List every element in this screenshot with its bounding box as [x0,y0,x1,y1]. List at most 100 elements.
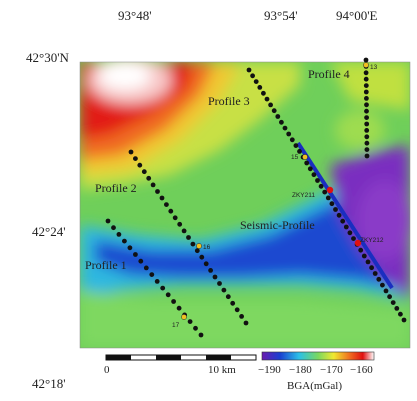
station-dot [286,131,292,137]
station-dot [364,153,370,159]
zky211-label: ZKY211 [292,192,315,199]
station-dot [212,274,218,280]
station-dot [289,137,295,143]
station-dot [293,143,299,149]
station-dot [225,294,231,300]
scale-zero: 0 [104,364,110,376]
station-dot [193,325,198,331]
station-dot [199,254,205,260]
station-dot [105,218,111,224]
colorbar-tick-4: −160 [350,364,373,376]
station-dot [282,125,288,131]
station-dot [365,259,371,265]
colorbar-tick-3: −170 [320,364,343,376]
station-dot [364,108,369,114]
station-dot [364,140,370,146]
station-dot [250,73,256,79]
station-dot [128,149,134,155]
station-dot [261,90,266,96]
station-dot [271,108,277,114]
station-dot [186,235,191,240]
station-dot [311,172,317,178]
station-dot [257,85,263,90]
station-17-marker [181,314,187,320]
station-dot [398,311,403,317]
seismic-profile-line [296,141,394,290]
station-dot [394,306,400,311]
station-dot [172,215,178,221]
station-dot [380,282,385,288]
lat-tick-1: 42°30'N [26,50,69,65]
color-bar: −190 −180 −170 −160 BGA(mGal) [258,351,375,392]
station-16-label: 16 [203,244,211,251]
station-dot [187,319,193,324]
scale-bar: 0 10 km [104,354,257,376]
station-dot [318,183,324,189]
station-15-label: 15 [291,154,299,161]
station-dot [363,57,369,63]
station-dot [315,178,320,183]
station-dot [363,70,369,76]
station-dot [304,160,310,166]
station-dot [363,76,369,82]
profile-3-label: Profile 3 [208,94,250,108]
zky212-label: ZKY212 [360,237,384,244]
station-dot [364,147,370,153]
station-dot [363,83,369,88]
station-dot [364,134,370,140]
station-dot [383,288,389,294]
colorbar-tick-2: −180 [289,364,312,376]
station-17-label: 17 [172,322,180,329]
station-dot [343,224,349,230]
station-dot [168,208,174,214]
station-dot [364,102,369,108]
station-dot [253,79,259,84]
station-dot [171,299,177,304]
station-dot [364,115,369,120]
colorbar-tick-1: −190 [258,364,281,376]
station-dot [390,300,396,305]
profile-2-label: Profile 2 [95,181,137,195]
station-dot [376,276,382,282]
station-dot [164,202,169,208]
station-dot [159,195,165,201]
profile-1-label: Profile 1 [85,258,127,272]
station-dot [208,268,214,273]
station-dot [150,182,156,188]
station-dot [143,265,149,271]
station-dot [364,96,369,101]
station-16-marker [196,243,202,249]
profile-stations [105,57,407,338]
station-dot [176,305,182,311]
station-dot [234,307,240,313]
station-dot [333,207,338,212]
station-dot [181,228,187,234]
station-dot [203,261,209,267]
station-dot [358,247,364,253]
station-dot [239,314,245,319]
seismic-profile-label: Seismic-Profile [240,218,315,232]
station-dot [336,212,342,218]
station-dot [198,332,204,338]
station-dot [230,300,236,306]
station-dot [361,253,367,259]
station-13-marker [363,62,369,68]
station-dot [165,292,171,298]
station-dot [127,245,133,251]
station-dot [146,175,152,181]
station-dot [297,149,302,154]
station-dot [243,320,249,326]
station-dot [138,258,144,264]
station-dot [401,317,407,323]
station-dot [133,252,138,257]
station-dot [363,89,369,95]
station-dot [122,238,127,244]
station-13-label: 13 [370,64,378,71]
lon-tick-3: 94°00'E [336,8,378,23]
lat-tick-3: 42°18' [32,376,66,391]
station-dot [217,281,222,286]
station-dot [329,201,335,207]
station-15-marker [302,154,308,160]
station-dot [194,248,200,254]
